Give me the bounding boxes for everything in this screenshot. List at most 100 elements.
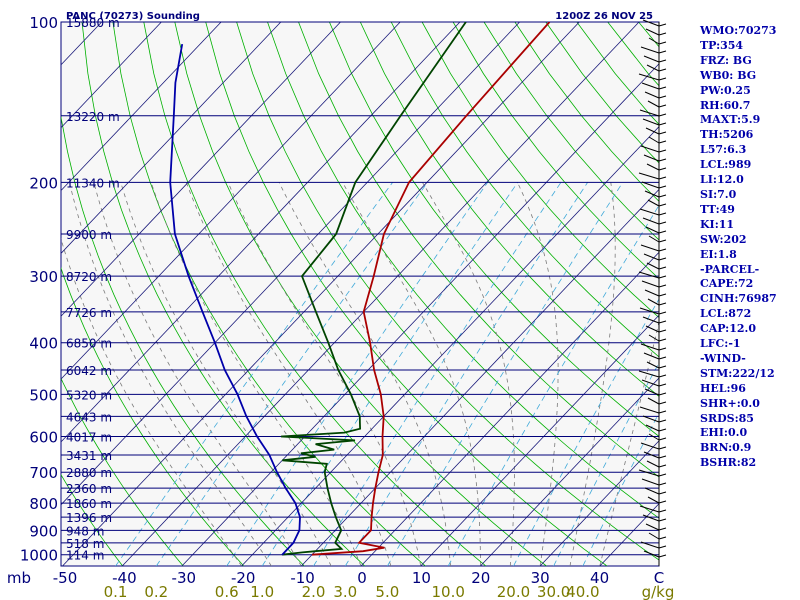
- mixing-ratio-tick-label: 0.1: [104, 583, 128, 600]
- moist-adiabat-line: [278, 182, 451, 566]
- pressure-tick-label: 800: [29, 495, 58, 513]
- isotherm-line: [61, 22, 162, 129]
- sounding-index-item: EI:1.8: [700, 247, 737, 261]
- mixing-ratio-unit-label: g/kg: [642, 583, 675, 600]
- wind-barb: [640, 442, 660, 450]
- wind-barb-tick: [658, 518, 667, 522]
- wind-barb: [641, 379, 660, 387]
- height-label: 4643 m: [66, 410, 112, 424]
- wind-barb: [644, 487, 660, 495]
- wind-barb-tick: [658, 248, 667, 252]
- moist-adiabat-line: [185, 182, 392, 566]
- wind-barb: [639, 307, 660, 315]
- dry-adiabat-line: [452, 22, 659, 280]
- mixing-ratio-tick-label: 10.0: [431, 583, 464, 600]
- wind-barb-tick: [658, 275, 667, 279]
- moist-adiabat-line: [61, 237, 242, 566]
- wind-barb: [644, 190, 660, 198]
- wind-barb-tick: [658, 230, 667, 234]
- sounding-index-item: L57:6.3: [700, 143, 747, 157]
- sounding-profiles: [169, 22, 551, 556]
- sounding-index-item: CAPE:72: [700, 277, 754, 291]
- dry-adiabat-line: [390, 22, 659, 358]
- wind-barb: [646, 262, 660, 270]
- wind-barb: [648, 136, 660, 144]
- wind-barb: [644, 91, 660, 99]
- sounding-index-item: EHI:0.0: [700, 426, 748, 440]
- wind-barb: [645, 325, 660, 333]
- moist-adiabat-line: [93, 182, 302, 566]
- wind-barb-tick: [658, 194, 667, 198]
- sounding-index-item: FRZ: BG: [700, 53, 752, 67]
- moist-adiabat-line: [569, 182, 616, 566]
- pressure-tick-label: 1000: [20, 547, 58, 565]
- wind-barb: [640, 145, 660, 153]
- sounding-index-item: SHR+:0.0: [700, 396, 760, 410]
- wind-barb: [643, 55, 660, 63]
- sounding-indices-list: WMO:70273 TP:354 FRZ: BG WB0: BG PW:0.25 RH:6…: [700, 24, 777, 471]
- wind-barb: [648, 37, 660, 45]
- wind-barb-tick: [658, 104, 667, 108]
- dry-adiabat-line: [359, 22, 659, 397]
- wind-barb: [646, 64, 660, 72]
- sounding-index-item: HEL:96: [700, 381, 746, 395]
- sounding-index-item: BRN:0.9: [700, 441, 752, 455]
- dry-adiabat-line: [421, 22, 659, 319]
- mixing-ratio-tick-label: 3.0: [333, 583, 357, 600]
- height-label: 114 m: [66, 549, 104, 563]
- wind-barb-tick: [658, 284, 667, 288]
- mixing-ratio-tick-label: 0.6: [215, 583, 239, 600]
- wind-barb: [648, 433, 660, 441]
- mixing-ratio-tick-label: 40.0: [566, 583, 599, 600]
- wind-barb: [647, 397, 660, 405]
- wind-barb: [641, 181, 660, 189]
- mixing-ratio-tick-label: 20.0: [497, 583, 530, 600]
- chart-title: PANC (70273) Sounding: [66, 11, 200, 22]
- wind-barb-tick: [658, 302, 667, 306]
- dry-adiabat-line: [61, 115, 305, 566]
- isotherm-line: [121, 22, 640, 566]
- sounding-index-item: -PARCEL-: [700, 262, 760, 276]
- isotherm-line: [301, 188, 659, 566]
- wind-barb-tick: [658, 50, 667, 54]
- sounding-index-item: SRDS:85: [700, 411, 754, 425]
- sounding-index-item: PW:0.25: [700, 83, 751, 97]
- height-label: 6042 m: [66, 364, 112, 378]
- wind-barb: [641, 478, 660, 486]
- height-label: 2880 m: [66, 466, 112, 480]
- wind-barb-tick: [658, 428, 667, 432]
- isotherm-line: [480, 377, 659, 566]
- wind-barb: [638, 73, 660, 81]
- wind-barb-tick: [658, 365, 667, 369]
- wind-barb: [648, 532, 660, 540]
- wind-barb: [639, 208, 660, 216]
- wind-barb-tick: [658, 149, 667, 153]
- mixing-ratio-line: [261, 182, 519, 566]
- moist-adiabat-line: [342, 182, 481, 566]
- wind-barb-tick: [658, 554, 667, 558]
- wind-barb-tick: [658, 383, 667, 387]
- wind-barb: [640, 244, 660, 252]
- dry-adiabat-line: [205, 22, 608, 566]
- isotherm-line: [62, 22, 580, 566]
- sounding-index-item: TT:49: [700, 202, 735, 216]
- height-label: 948 m: [66, 524, 104, 538]
- dry-adiabat-line: [61, 266, 244, 566]
- temperature-tick-label: C: [654, 569, 664, 587]
- temperature-tick-label: -30: [172, 569, 197, 587]
- mixing-ratio-line: [582, 411, 659, 566]
- background-lines: [61, 22, 659, 566]
- wind-barb-tick: [658, 482, 667, 486]
- pressure-tick-label: 200: [29, 174, 58, 192]
- sounding-index-item: TP:354: [700, 38, 744, 52]
- wind-barb-tick: [658, 122, 667, 126]
- pressure-tick-label: 700: [29, 464, 58, 482]
- wind-barb: [648, 334, 660, 342]
- sounding-index-item: LFC:-1: [700, 337, 741, 351]
- wind-barb-tick: [658, 419, 667, 423]
- wind-barb-tick: [658, 401, 667, 405]
- wind-barb-tick: [658, 41, 667, 45]
- wind-barb-tick: [658, 86, 667, 90]
- wind-barb-tick: [658, 176, 667, 180]
- sounding-index-item: KI:11: [700, 217, 735, 231]
